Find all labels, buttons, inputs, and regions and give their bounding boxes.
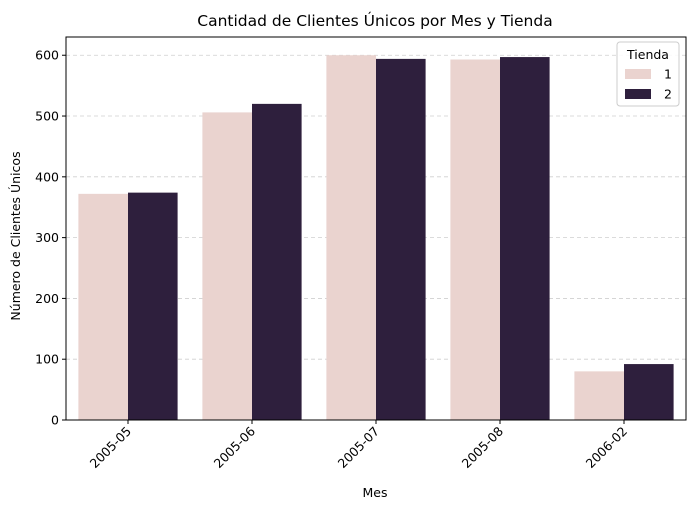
bar-series-1-2005-05 xyxy=(78,193,128,420)
y-tick-label: 200 xyxy=(35,291,59,306)
y-axis-label: Número de Clientes Únicos xyxy=(8,151,23,320)
legend: Tienda 1 2 xyxy=(616,41,680,107)
bar-series-2-2005-06 xyxy=(252,103,302,420)
bar-series-1-2005-08 xyxy=(450,59,500,420)
bar-series-1-2005-06 xyxy=(202,112,252,420)
legend-label-2: 2 xyxy=(664,87,672,102)
x-tick-label: 2005-05 xyxy=(87,424,135,472)
x-tick-label: 2005-06 xyxy=(211,423,259,471)
x-axis-label: Mes xyxy=(363,485,388,500)
y-tick-label: 400 xyxy=(35,169,59,184)
y-tick-label: 600 xyxy=(35,48,59,63)
legend-label-1: 1 xyxy=(664,67,672,82)
x-tick-label: 2006-02 xyxy=(583,424,631,472)
bar-series-1-2006-02 xyxy=(574,371,624,420)
x-ticks: 2005-05 2005-06 2005-07 2005-08 2006-02 xyxy=(87,420,631,472)
x-tick-label: 2005-07 xyxy=(335,424,383,472)
bar-series-2-2006-02 xyxy=(624,364,674,420)
bar-series-1-2005-07 xyxy=(326,55,376,420)
bars xyxy=(78,55,674,421)
legend-swatch-1 xyxy=(625,69,651,79)
bar-series-2-2005-05 xyxy=(128,192,178,420)
y-tick-label: 100 xyxy=(35,352,59,367)
x-tick-label: 2005-08 xyxy=(459,423,507,471)
y-tick-label: 300 xyxy=(35,230,59,245)
y-tick-label: 500 xyxy=(35,109,59,124)
chart-title: Cantidad de Clientes Únicos por Mes y Ti… xyxy=(197,11,552,30)
legend-title: Tienda xyxy=(626,47,669,62)
bar-series-2-2005-07 xyxy=(376,58,426,421)
legend-swatch-2 xyxy=(625,89,651,99)
y-tick-label: 0 xyxy=(51,413,59,428)
bar-series-2-2005-08 xyxy=(500,57,550,421)
y-ticks: 0 100 200 300 400 500 600 xyxy=(35,48,66,428)
